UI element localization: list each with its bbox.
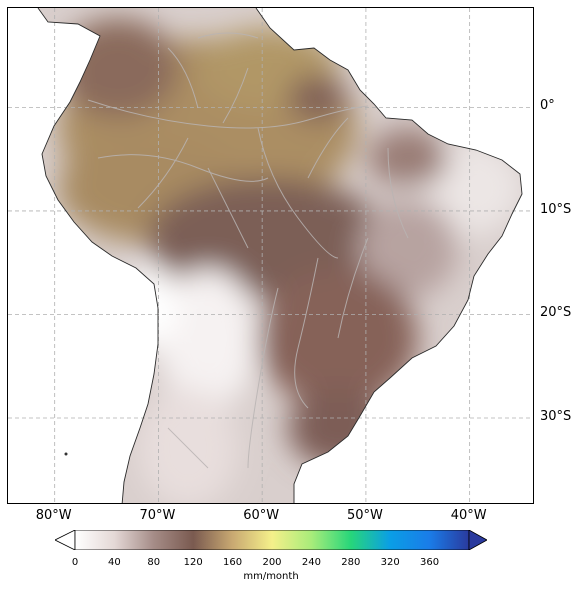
- colorbar-tick-label: 160: [223, 557, 243, 568]
- colorbar-tick-label: 240: [301, 557, 321, 568]
- colorbar-tick-label: 360: [420, 557, 440, 568]
- precipitation-map: [8, 8, 533, 503]
- longitude-label: 50°W: [346, 508, 383, 523]
- map-panel: [7, 7, 534, 504]
- colorbar: [55, 530, 487, 550]
- colorbar-extend-min: [55, 530, 76, 550]
- longitude-label: 80°W: [35, 508, 72, 523]
- colorbar-gradient: [74, 530, 470, 550]
- chaco-dry-region: [158, 268, 258, 408]
- longitude-label: 60°W: [243, 508, 280, 523]
- colorbar-tick-label: 320: [380, 557, 400, 568]
- map-gridlines: [8, 8, 533, 503]
- colorbar-tick-label: 80: [147, 557, 161, 568]
- colorbar-tick-label: 40: [108, 557, 121, 568]
- coastline: [37, 8, 523, 503]
- longitude-label: 70°W: [139, 508, 176, 523]
- colorbar-extend-max: [468, 530, 487, 550]
- latitude-label: 30°S: [540, 409, 572, 425]
- latitude-label: 0°: [540, 98, 555, 114]
- latitude-label: 10°S: [540, 201, 572, 217]
- river-lines: [87, 32, 409, 469]
- latitude-label: 20°S: [540, 305, 572, 321]
- colorbar-unit-label: mm/month: [243, 571, 299, 582]
- colorbar-tick-label: 120: [183, 557, 203, 568]
- island-marker: [64, 452, 68, 456]
- colorbar-tick-label: 0: [71, 557, 79, 568]
- longitude-label: 40°W: [450, 508, 487, 523]
- colorbar-tick-label: 280: [341, 557, 361, 568]
- colorbar-tick-label: 200: [262, 557, 282, 568]
